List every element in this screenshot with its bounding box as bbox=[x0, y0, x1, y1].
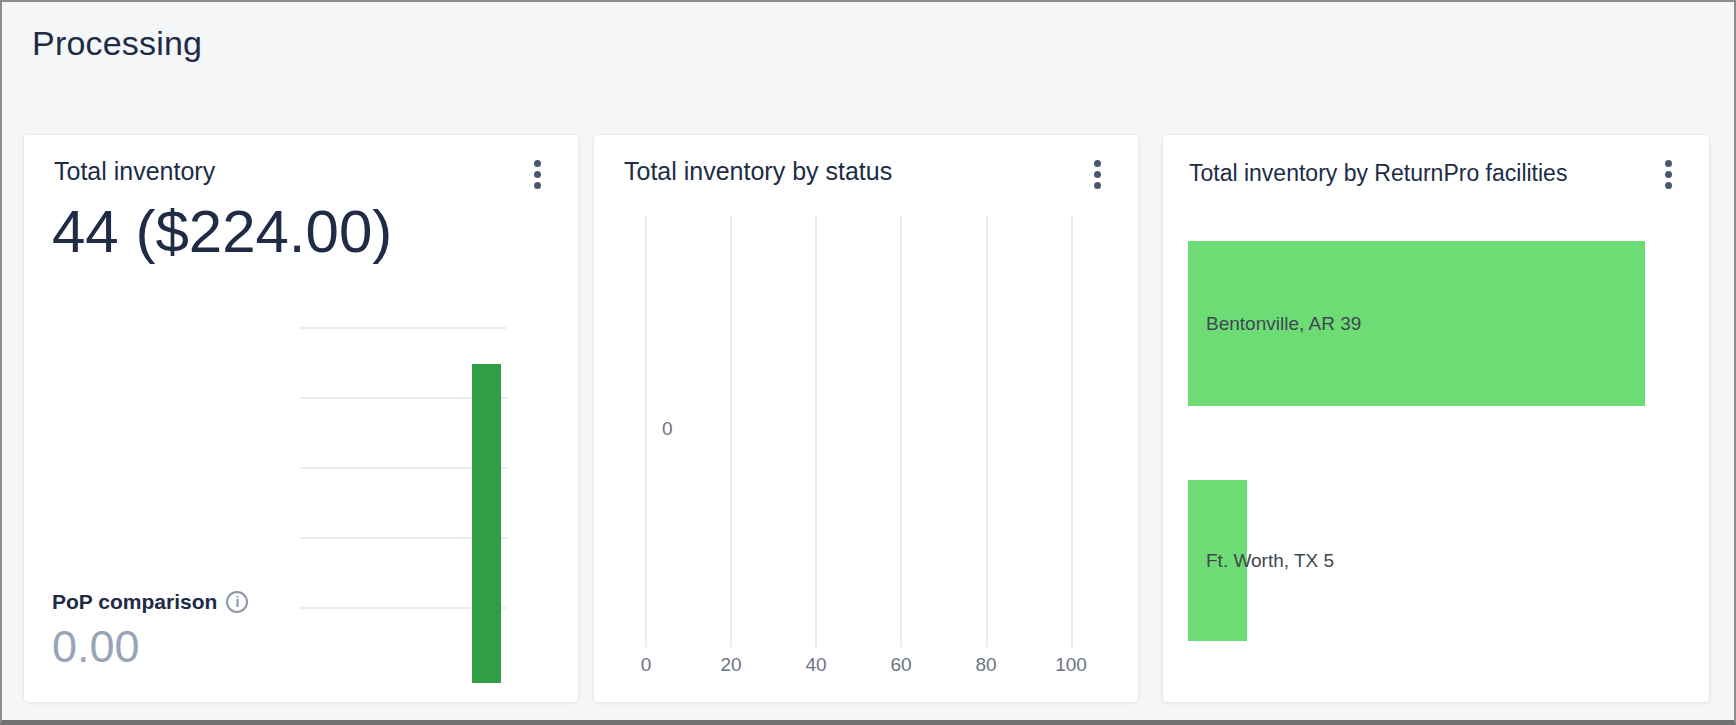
card-inventory-by-status: Total inventory by status 0 20 40 60 80 … bbox=[594, 135, 1138, 702]
card-inventory-by-facilities: Total inventory by ReturnPro facilities … bbox=[1163, 135, 1709, 702]
card-menu-button[interactable] bbox=[1655, 157, 1681, 191]
card-title: Total inventory by status bbox=[624, 157, 892, 186]
pop-comparison-row: PoP comparison i bbox=[52, 590, 248, 614]
facility-bar-label: Bentonville, AR 39 bbox=[1188, 313, 1361, 335]
cards-row: Total inventory 44 ($224.00) PoP compari… bbox=[24, 135, 1709, 702]
dashboard: { "page": { "title": "Processing" }, "co… bbox=[0, 0, 1736, 725]
gridline bbox=[730, 216, 732, 647]
x-tick-label: 20 bbox=[701, 654, 761, 676]
kebab-menu-icon bbox=[534, 160, 541, 167]
kebab-menu-icon bbox=[1665, 160, 1672, 167]
total-inventory-value: 44 ($224.00) bbox=[52, 199, 392, 265]
x-tick-label: 60 bbox=[871, 654, 931, 676]
facility-bar[interactable]: Ft. Worth, TX 5 bbox=[1188, 480, 1247, 641]
facility-bar-label: Ft. Worth, TX 5 bbox=[1188, 550, 1334, 572]
x-tick-label: 100 bbox=[1041, 654, 1101, 676]
info-icon[interactable]: i bbox=[226, 591, 248, 613]
x-tick-label: 40 bbox=[786, 654, 846, 676]
gridline bbox=[645, 216, 647, 647]
card-title: Total inventory bbox=[54, 157, 215, 186]
card-menu-button[interactable] bbox=[1084, 157, 1110, 191]
page-title: Processing bbox=[32, 24, 202, 63]
gridline bbox=[300, 327, 507, 329]
pop-comparison-value: 0.00 bbox=[52, 621, 140, 673]
kebab-menu-icon bbox=[1094, 160, 1101, 167]
inventory-bar[interactable] bbox=[472, 364, 501, 683]
gridline bbox=[1071, 216, 1073, 647]
x-tick-label: 80 bbox=[956, 654, 1016, 676]
pop-comparison-label: PoP comparison bbox=[52, 590, 217, 614]
facility-bar[interactable]: Bentonville, AR 39 bbox=[1188, 241, 1645, 406]
gridline bbox=[815, 216, 817, 647]
card-total-inventory: Total inventory 44 ($224.00) PoP compari… bbox=[24, 135, 578, 702]
gridline bbox=[986, 216, 988, 647]
gridline bbox=[900, 216, 902, 647]
bar-value-label: 0 bbox=[662, 418, 673, 440]
card-menu-button[interactable] bbox=[524, 157, 550, 191]
x-tick-label: 0 bbox=[616, 654, 676, 676]
card-title: Total inventory by ReturnPro facilities bbox=[1189, 160, 1567, 187]
